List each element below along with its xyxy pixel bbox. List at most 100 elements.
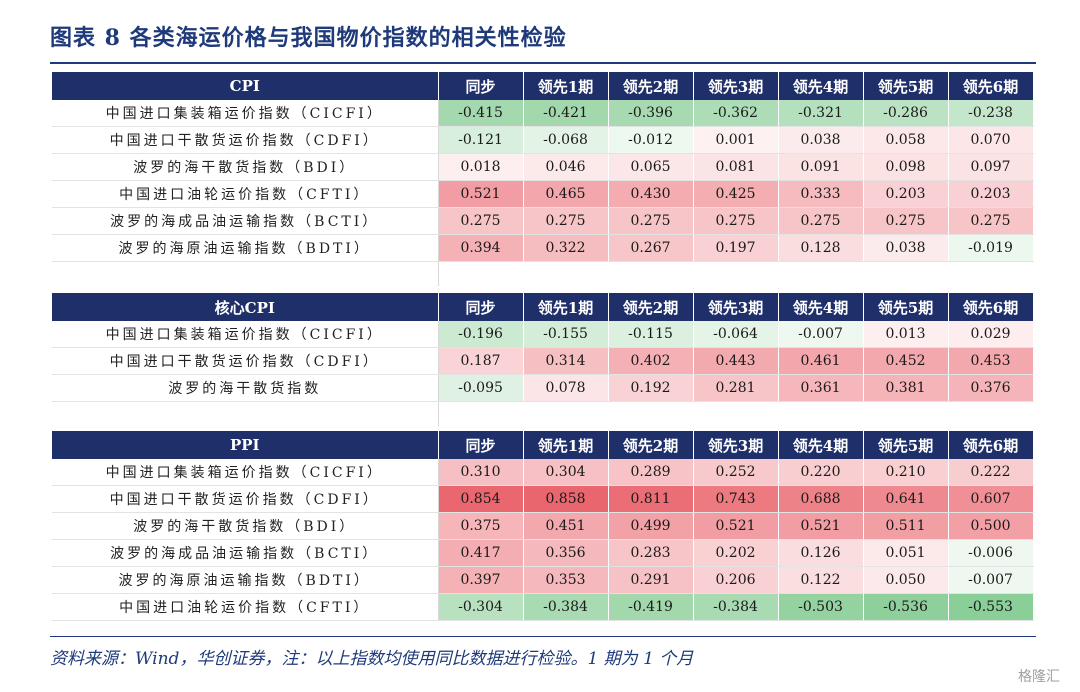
correlation-cell: 0.275 [608, 207, 694, 235]
table-row: 中国进口集装箱运价指数（CICFI） -0.196 -0.155 -0.115 -0.0… [52, 321, 1034, 348]
correlation-cell: -0.019 [948, 234, 1034, 262]
spacer-cell [438, 401, 524, 426]
correlation-cell: 0.500 [948, 512, 1034, 540]
correlation-cell: 0.126 [778, 539, 864, 567]
correlation-cell: 0.275 [778, 207, 864, 235]
column-header: 领先5期 [863, 431, 949, 459]
correlation-cell: 0.038 [778, 126, 864, 154]
correlation-cell: 0.058 [863, 126, 949, 154]
index-name: 中国进口干散货运价指数（CDFI） [52, 485, 439, 513]
correlation-cell: 0.291 [608, 566, 694, 594]
correlation-cell: 0.376 [948, 374, 1034, 402]
correlation-cell: 0.078 [523, 374, 609, 402]
column-header: 领先1期 [523, 72, 609, 100]
correlation-cell: 0.065 [608, 153, 694, 181]
correlation-cell: -0.384 [523, 593, 609, 621]
correlation-cell: -0.384 [693, 593, 779, 621]
correlation-cell: 0.417 [438, 539, 524, 567]
correlation-cell: 0.029 [948, 321, 1034, 348]
correlation-cell: 0.038 [863, 234, 949, 262]
correlation-cell: 0.046 [523, 153, 609, 181]
correlation-cell: 0.275 [863, 207, 949, 235]
correlation-cell: 0.275 [438, 207, 524, 235]
correlation-cell: 0.641 [863, 485, 949, 513]
index-name: 波罗的海干散货指数 [52, 374, 439, 402]
correlation-cell: 0.252 [693, 459, 779, 486]
correlation-cell: 0.394 [438, 234, 524, 262]
correlation-cell: -0.115 [608, 321, 694, 348]
table-row: 中国进口干散货运价指数（CDFI） 0.187 0.314 0.402 0.443 0.4… [52, 347, 1034, 375]
correlation-cell: -0.503 [778, 593, 864, 621]
correlation-cell: 0.521 [438, 180, 524, 208]
column-header: 领先4期 [778, 293, 864, 321]
ppi-table: PPI 同步 领先1期 领先2期 领先3期 领先4期 领先5期 领先6期 中国进口集装箱运价指数… [52, 431, 1034, 621]
correlation-cell: 0.203 [863, 180, 949, 208]
correlation-cell: 0.451 [523, 512, 609, 540]
correlation-cell: -0.421 [523, 100, 609, 127]
correlation-cell: 0.452 [863, 347, 949, 375]
table-row: 波罗的海干散货指数 -0.095 0.078 0.192 0.281 0.361 0.381… [52, 374, 1034, 402]
index-name: 中国进口集装箱运价指数（CICFI） [52, 321, 439, 348]
correlation-cell: -0.068 [523, 126, 609, 154]
column-header: 领先3期 [693, 72, 779, 100]
correlation-cell: 0.013 [863, 321, 949, 348]
column-header: 领先4期 [778, 72, 864, 100]
correlation-cell: 0.018 [438, 153, 524, 181]
section-header: CPI [52, 72, 439, 100]
spacer-row [52, 261, 1034, 286]
correlation-cell: 0.375 [438, 512, 524, 540]
correlation-cell: 0.607 [948, 485, 1034, 513]
correlation-cell: 0.854 [438, 485, 524, 513]
section-header: 核心CPI [52, 293, 439, 321]
index-name: 中国进口集装箱运价指数（CICFI） [52, 459, 439, 486]
table-row: 中国进口油轮运价指数（CFTI） -0.304 -0.384 -0.419 -0.384… [52, 593, 1034, 621]
correlation-cell: 0.222 [948, 459, 1034, 486]
correlation-cell: 0.443 [693, 347, 779, 375]
table-row: 波罗的海原油运输指数（BDTI） 0.397 0.353 0.291 0.206 0.12… [52, 566, 1034, 594]
index-name: 波罗的海成品油运输指数（BCTI） [52, 539, 439, 567]
correlation-cell: 0.361 [778, 374, 864, 402]
correlation-cell: 0.275 [693, 207, 779, 235]
spacer-cell [693, 261, 779, 286]
table-row: 中国进口集装箱运价指数（CICFI） -0.415 -0.421 -0.396 -0.3… [52, 100, 1034, 127]
correlation-cell: 0.267 [608, 234, 694, 262]
spacer-cell [523, 261, 609, 286]
spacer-cell [523, 401, 609, 426]
correlation-cell: 0.858 [523, 485, 609, 513]
correlation-cell: -0.419 [608, 593, 694, 621]
table-header-row: PPI 同步 领先1期 领先2期 领先3期 领先4期 领先5期 领先6期 [52, 431, 1034, 459]
correlation-cell: 0.187 [438, 347, 524, 375]
correlation-cell: 0.430 [608, 180, 694, 208]
correlation-cell: 0.210 [863, 459, 949, 486]
correlation-cell: 0.333 [778, 180, 864, 208]
correlation-cell: -0.121 [438, 126, 524, 154]
spacer-cell [778, 261, 864, 286]
column-header: 领先5期 [863, 72, 949, 100]
correlation-cell: -0.007 [778, 321, 864, 348]
spacer-row [52, 401, 1034, 426]
table-row: 波罗的海成品油运输指数（BCTI） 0.417 0.356 0.283 0.202 0.1… [52, 539, 1034, 567]
figure-title: 图表 8 各类海运价格与我国物价指数的相关性检验 [50, 25, 567, 51]
correlation-cell: 0.122 [778, 566, 864, 594]
correlation-cell: 0.098 [863, 153, 949, 181]
correlation-cell: -0.012 [608, 126, 694, 154]
column-header: 领先1期 [523, 431, 609, 459]
correlation-cell: -0.396 [608, 100, 694, 127]
correlation-cell: 0.465 [523, 180, 609, 208]
correlation-cell: 0.081 [693, 153, 779, 181]
spacer-cell [52, 401, 439, 426]
correlation-cell: -0.238 [948, 100, 1034, 127]
table-row: 波罗的海干散货指数（BDI） 0.018 0.046 0.065 0.081 0.091 0… [52, 153, 1034, 181]
table-header-row: 核心CPI 同步 领先1期 领先2期 领先3期 领先4期 领先5期 领先6期 [52, 293, 1034, 321]
table-row: 中国进口干散货运价指数（CDFI） -0.121 -0.068 -0.012 0.001… [52, 126, 1034, 154]
correlation-cell: 0.197 [693, 234, 779, 262]
column-header: 领先2期 [608, 72, 694, 100]
correlation-cell: -0.321 [778, 100, 864, 127]
correlation-cell: 0.091 [778, 153, 864, 181]
column-header: 领先6期 [948, 431, 1034, 459]
correlation-cell: 0.097 [948, 153, 1034, 181]
correlation-cell: -0.304 [438, 593, 524, 621]
correlation-cell: 0.521 [778, 512, 864, 540]
spacer-cell [693, 401, 779, 426]
column-header: 领先3期 [693, 293, 779, 321]
